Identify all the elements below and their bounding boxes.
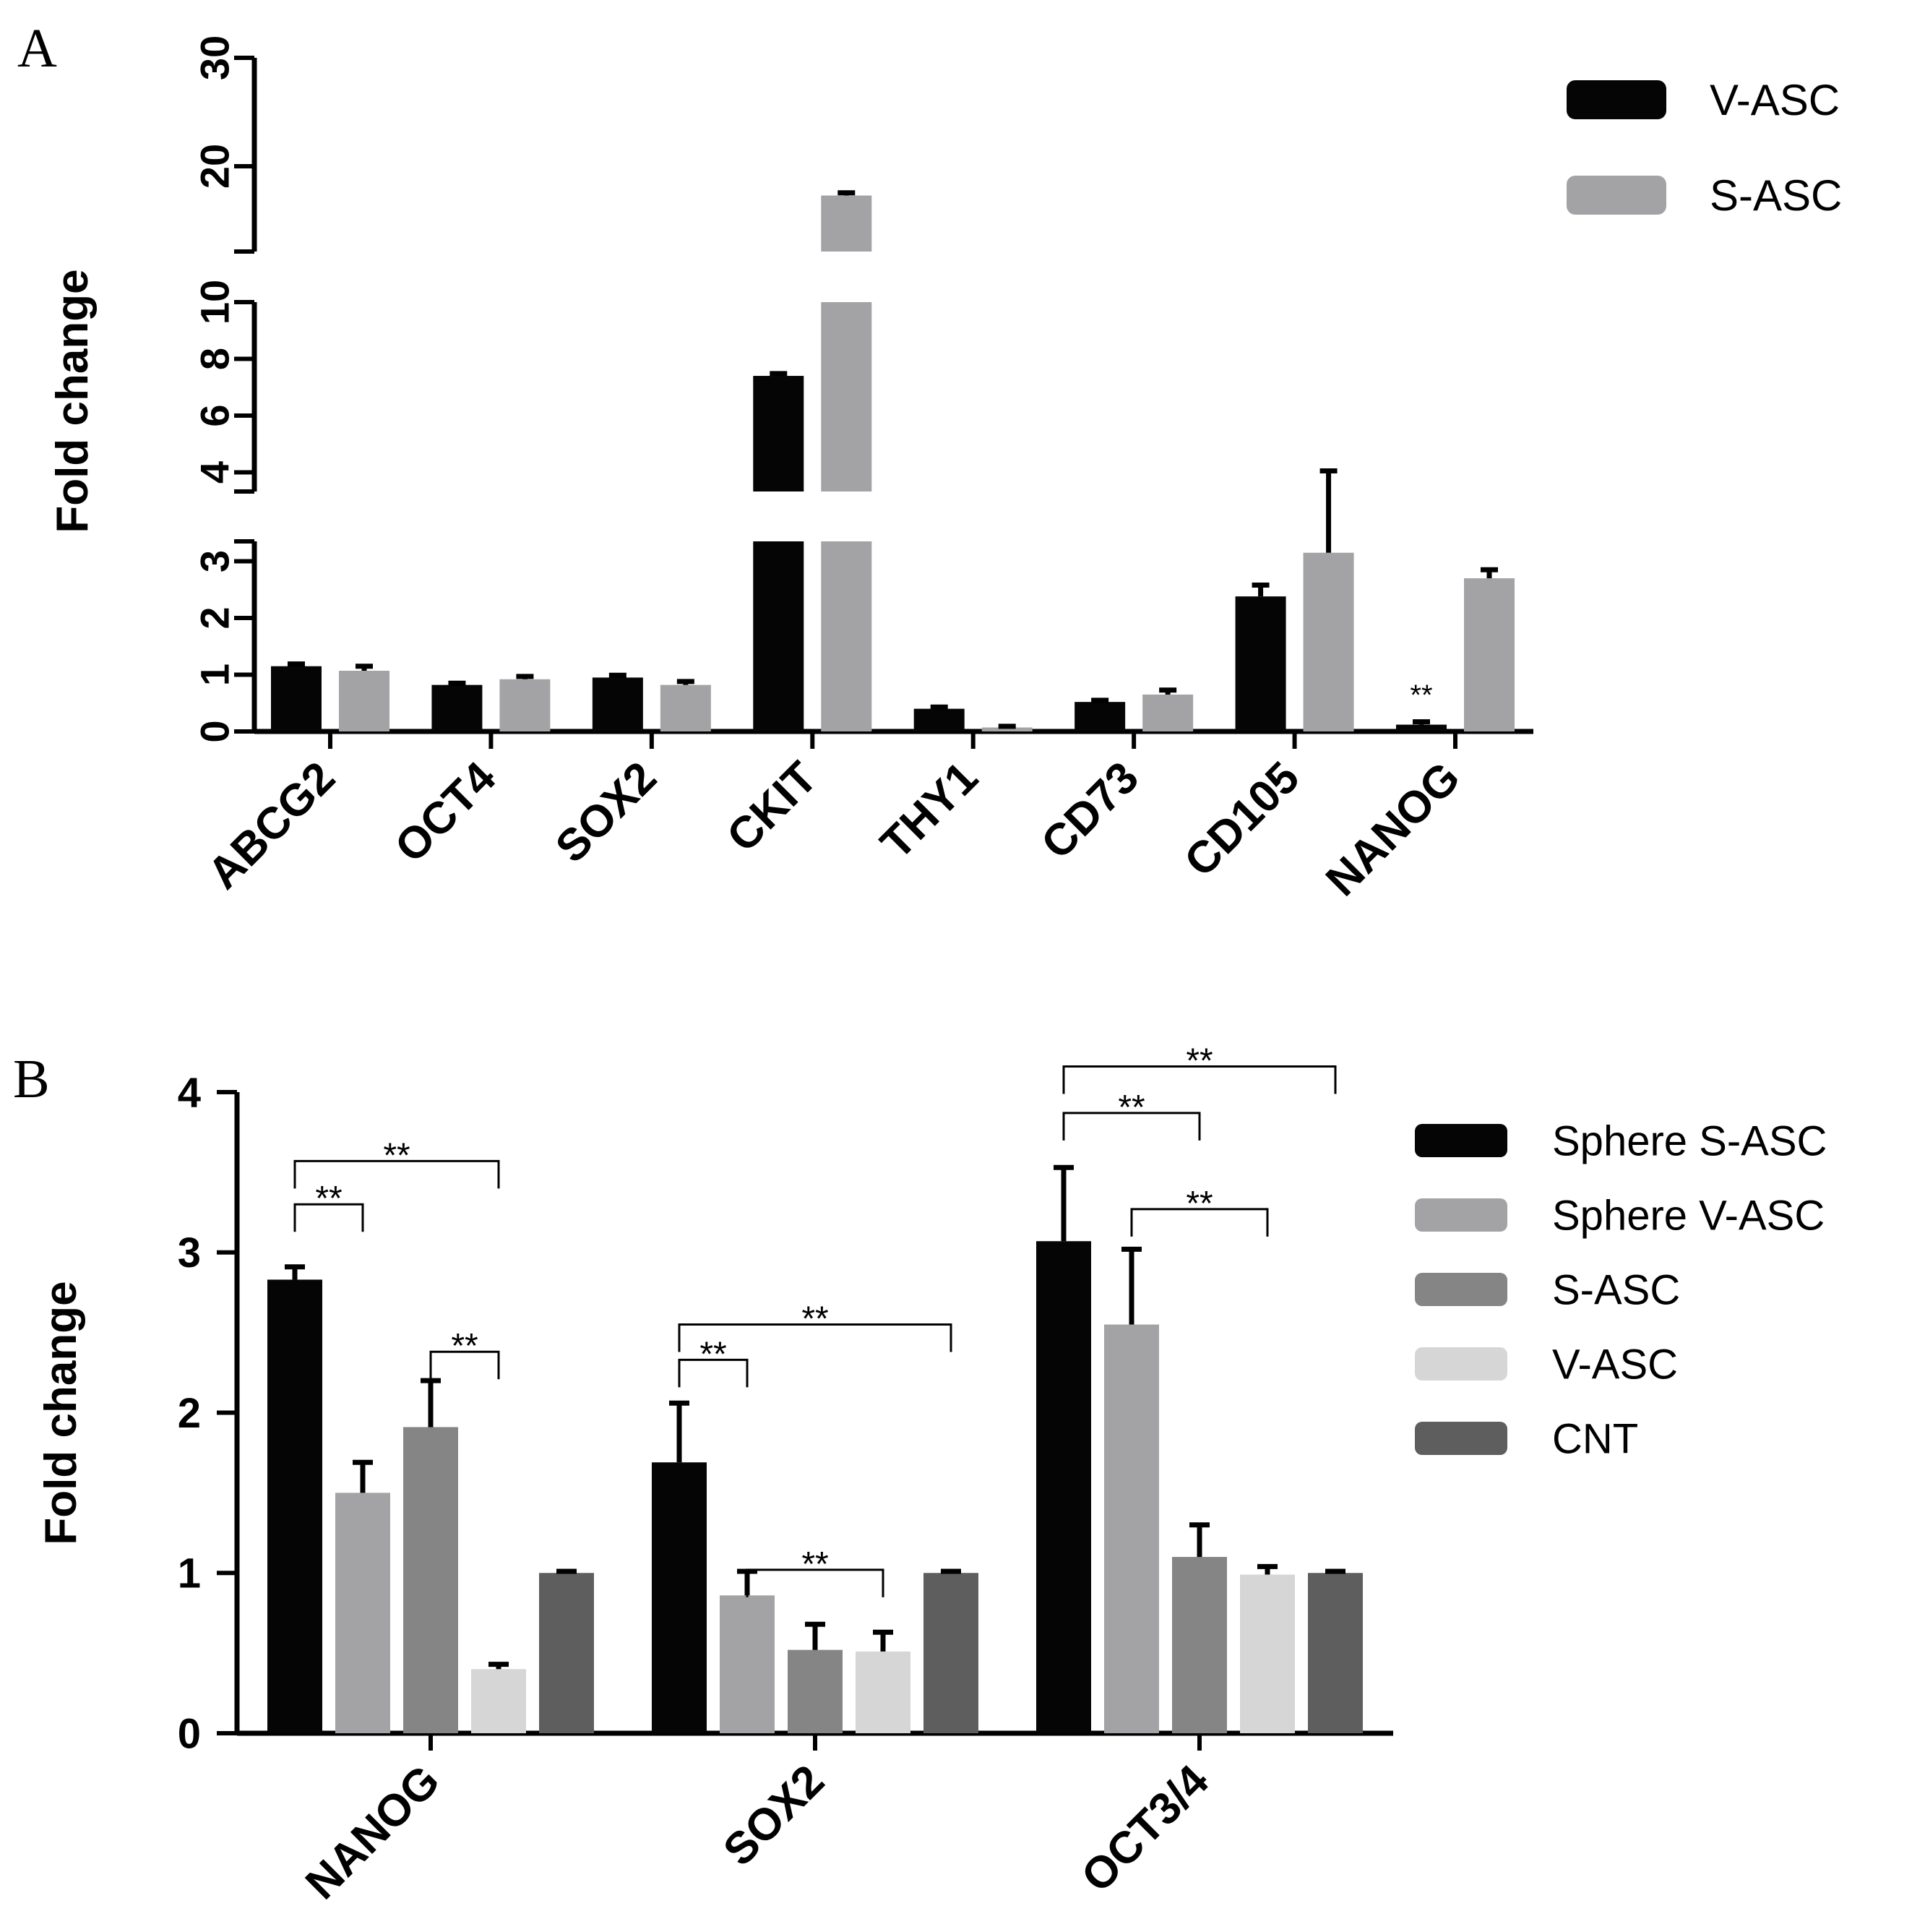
panel-b-legend-swatch-v-asc — [1415, 1347, 1507, 1381]
panel-a-bar-s-asc-ckit-top — [821, 195, 872, 252]
panel-a-bar-s-asc-ckit — [821, 541, 872, 731]
panel-a-bar-s-asc-cd105 — [1303, 552, 1354, 731]
panel-b-bar-s-asc-nanog — [403, 1427, 458, 1733]
panel-b-legend-label-v-asc: V-ASC — [1552, 1341, 1678, 1388]
panel-b-significance-oct3-4-sphere-v-asc-vs-v-asc-bracket — [1130, 1208, 1269, 1237]
panel-a-bar-v-asc-nanog — [1396, 724, 1447, 731]
panel-b-significance-nanog-sphere-s-asc-vs-sphere-v-asc-bracket — [293, 1203, 364, 1232]
panel-b-y-tick-label: 3 — [178, 1229, 201, 1276]
panel-b-legend-swatch-cnt — [1415, 1422, 1507, 1455]
panel-b-bar-sphere-s-asc-oct3-4 — [1036, 1241, 1091, 1733]
panel-b-letter: B — [13, 1049, 50, 1109]
panel-b-y-tick-label: 2 — [178, 1390, 201, 1437]
panel-b-legend-label-s-asc: S-ASC — [1552, 1266, 1680, 1313]
panel-b-significance-sox2-sphere-s-asc-vs-cnt-bracket — [678, 1323, 952, 1352]
panel-b-significance-sox2-sphere-s-asc-vs-sphere-v-asc-label: ** — [699, 1335, 726, 1373]
panel-a-bar-s-asc-nanog — [1464, 578, 1515, 731]
panel-b-significance-oct3-4-sphere-s-asc-vs-s-asc-label: ** — [1118, 1089, 1145, 1127]
panel-b-bar-cnt-oct3-4 — [1308, 1573, 1363, 1733]
panel-a-bar-s-asc-thy1 — [981, 727, 1033, 731]
panel-a-bar-s-asc-abcg2 — [339, 671, 389, 731]
panel-b-bar-sphere-v-asc-oct3-4 — [1104, 1324, 1159, 1733]
panel-b-bars — [267, 1164, 1363, 1733]
panel-b-significance-sox2-sphere-v-asc-vs-v-asc-label: ** — [801, 1545, 828, 1584]
panel-b-bar-sphere-s-asc-nanog — [267, 1279, 322, 1733]
panel-a-legend-label-v-asc: V-ASC — [1710, 76, 1840, 124]
panel-a-y-tick-label: 2 — [192, 606, 238, 629]
panel-b-significance-nanog-sphere-s-asc-vs-v-asc-bracket — [293, 1159, 500, 1189]
panel-a-legend-swatch-v-asc — [1567, 80, 1666, 119]
panel-b-y-tick-label: 0 — [178, 1710, 201, 1757]
panel-a-y-tick-label: 1 — [192, 664, 238, 686]
panel-b-significance-oct3-4-sphere-s-asc-vs-s-asc-bracket — [1062, 1112, 1201, 1141]
panel-a-bar-v-asc-ckit-upper — [753, 376, 804, 491]
panel-b-significance-nanog-sphere-s-asc-vs-sphere-v-asc-label: ** — [315, 1180, 342, 1218]
panel-b-significance-nanog-sphere-s-asc-vs-v-asc-label: ** — [383, 1136, 410, 1175]
panel-a-legend: V-ASC S-ASC — [1567, 76, 1842, 220]
panel-b-legend: Sphere S-ASC Sphere V-ASC S-ASC V-ASC CNT — [1415, 1117, 1827, 1462]
panel-a-bar-v-asc-oct4 — [431, 684, 483, 731]
panel-a-legend-swatch-s-asc — [1567, 176, 1666, 215]
panel-a-y-tick-label: 8 — [192, 348, 238, 370]
panel-b-bar-v-asc-oct3-4 — [1240, 1574, 1295, 1733]
panel-a-y-tick-label: 6 — [192, 404, 238, 426]
panel-a-y-tick-label: 10 — [192, 280, 238, 325]
panel-b-significance: ** ** ** ** ** ** ** ** ** — [293, 1042, 1337, 1597]
panel-b-bar-s-asc-oct3-4 — [1172, 1557, 1227, 1733]
panel-a-y-tick-label: 20 — [192, 144, 238, 189]
panel-a-bar-s-asc-cd73 — [1142, 694, 1194, 731]
panel-a-y-axis-title: Fold change — [48, 269, 98, 533]
panel-b-bar-sphere-v-asc-sox2 — [720, 1595, 775, 1733]
panel-a-bars — [271, 190, 1515, 731]
panel-b-significance-sox2-sphere-s-asc-vs-cnt-label: ** — [801, 1300, 828, 1339]
panel-a-y-tick-label: 4 — [192, 461, 238, 484]
panel-b-significance-sox2-sphere-v-asc-vs-v-asc-bracket — [746, 1568, 884, 1597]
panel-a-annotations: ** — [1410, 679, 1432, 711]
panel-b-significance-nanog-s-asc-vs-v-asc-label: ** — [451, 1327, 478, 1365]
panel-a-letter: A — [17, 18, 57, 79]
panel-a-y-tick-label: 0 — [192, 720, 238, 742]
panel-b-bar-cnt-sox2 — [923, 1573, 978, 1733]
panel-a-bar-v-asc-abcg2 — [271, 666, 322, 731]
panel-a-y-tick-label: 3 — [192, 550, 238, 572]
panel-b-significance-oct3-4-sphere-s-asc-vs-cnt-bracket — [1062, 1065, 1337, 1094]
panel-b-legend-swatch-sphere-v-asc — [1415, 1198, 1507, 1232]
panel-b-bar-s-asc-sox2 — [788, 1649, 843, 1733]
panel-b-y-axis-title: Fold change — [36, 1281, 86, 1545]
panel-b-significance-sox2-sphere-s-asc-vs-sphere-v-asc-bracket — [678, 1358, 749, 1388]
panel-b-legend-swatch-s-asc — [1415, 1273, 1507, 1306]
panel-a-bar-s-asc-sox2 — [660, 684, 711, 731]
panel-b-legend-swatch-sphere-s-asc — [1415, 1124, 1507, 1157]
panel-b-significance-oct3-4-sphere-s-asc-vs-cnt-label: ** — [1186, 1042, 1213, 1081]
panel-b-legend-label-sphere-s-asc: Sphere S-ASC — [1552, 1117, 1827, 1164]
panel-b-bar-sphere-s-asc-sox2 — [652, 1462, 707, 1733]
panel-a-bar-s-asc-oct4 — [499, 679, 551, 731]
panel-a-legend-label-s-asc: S-ASC — [1710, 171, 1842, 220]
panel-b-y-tick-label: 4 — [178, 1069, 201, 1116]
panel-a-y-tick-label: 30 — [192, 35, 238, 80]
panel-b-bar-v-asc-nanog — [471, 1669, 526, 1733]
panel-b-legend-label-sphere-v-asc: Sphere V-ASC — [1552, 1192, 1825, 1239]
panel-b-significance-nanog-s-asc-vs-v-asc-bracket — [429, 1350, 500, 1380]
panel-a-bar-s-asc-ckit-mid — [821, 302, 872, 491]
panel-a-bar-v-asc-sox2 — [592, 677, 643, 731]
panel-a-bar-v-asc-thy1 — [913, 708, 965, 731]
panel-b-significance-oct3-4-sphere-v-asc-vs-v-asc-label: ** — [1186, 1185, 1213, 1223]
panel-a-bar-v-asc-cd73 — [1075, 702, 1126, 731]
panel-a-bar-v-asc-ckit — [753, 541, 804, 731]
panel-a-bar-v-asc-cd105 — [1235, 596, 1286, 731]
panel-b-legend-label-cnt: CNT — [1552, 1415, 1638, 1462]
panel-b-bar-cnt-nanog — [539, 1573, 594, 1733]
panel-a-annotation-nanog: ** — [1410, 679, 1432, 711]
panel-b-y-tick-label: 1 — [178, 1550, 201, 1597]
panel-b-bar-sphere-v-asc-nanog — [335, 1493, 390, 1733]
panel-b-bar-v-asc-sox2 — [856, 1651, 910, 1733]
